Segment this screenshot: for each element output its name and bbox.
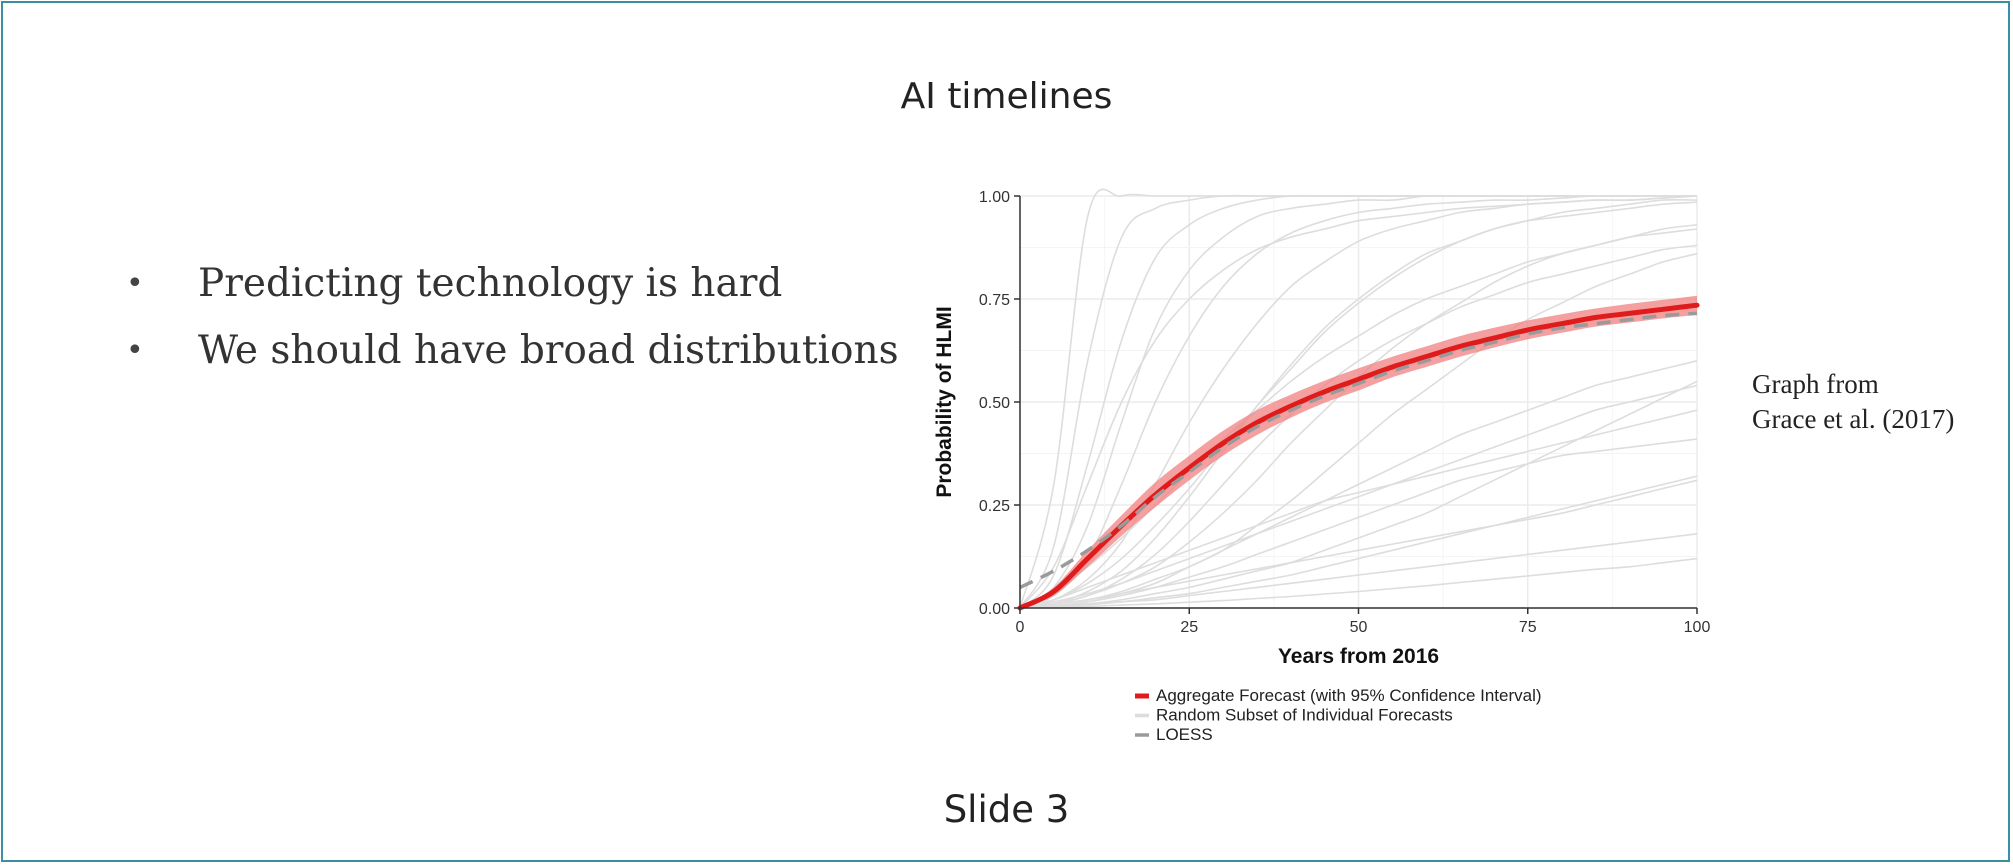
bullet-item: • Predicting technology is hard bbox=[126, 255, 899, 322]
source-line: Grace et al. (2017) bbox=[1752, 404, 1955, 434]
y-tick-label: 1.00 bbox=[979, 189, 1010, 206]
individual-forecast-line bbox=[1019, 557, 1698, 609]
individual-forecast-line bbox=[1019, 244, 1698, 609]
individual-forecast-line bbox=[1019, 360, 1698, 609]
individual-forecast-line bbox=[1019, 384, 1698, 609]
y-tick-label: 0.00 bbox=[979, 601, 1010, 618]
aggregate-forecast-line bbox=[1017, 302, 1700, 611]
bullet-item: • We should have broad distributions bbox=[126, 322, 899, 389]
bullet-marker: • bbox=[126, 333, 144, 368]
hlmi-chart: 0.00 0.25 0.50 0.75 1.00 0 25 50 75 100 Years from… bbox=[933, 188, 1711, 744]
y-tick-label: 0.75 bbox=[979, 292, 1010, 309]
legend-label: LOESS bbox=[1156, 725, 1213, 744]
x-tick-label: 25 bbox=[1180, 619, 1198, 636]
individual-forecast-line bbox=[1019, 380, 1698, 609]
y-axis-title: Probability of HLMI bbox=[933, 306, 956, 497]
individual-forecast-line bbox=[1019, 194, 1697, 609]
slide-number: Slide 3 bbox=[943, 788, 1070, 831]
individual-forecast-line bbox=[1019, 479, 1698, 609]
bullet-list: • Predicting technology is hard • We sho… bbox=[126, 255, 899, 389]
legend-label: Aggregate Forecast (with 95% Confidence … bbox=[1156, 686, 1542, 705]
individual-forecast-line bbox=[1019, 409, 1698, 609]
x-tick-label: 0 bbox=[1016, 619, 1025, 636]
y-tick-label: 0.25 bbox=[979, 498, 1010, 515]
individual-forecast-line bbox=[1019, 198, 1698, 609]
y-tick-label: 0.50 bbox=[979, 395, 1010, 412]
x-tick-label: 75 bbox=[1519, 619, 1537, 636]
slide-title: AI timelines bbox=[900, 76, 1113, 117]
bullet-marker: • bbox=[126, 266, 144, 301]
individual-forecast-line bbox=[1019, 228, 1698, 609]
individual-forecast-line bbox=[1019, 195, 1698, 609]
source-line: Graph from bbox=[1752, 369, 1879, 399]
individual-forecast-line bbox=[1019, 252, 1698, 609]
loess-line bbox=[1019, 311, 1698, 589]
x-tick-label: 50 bbox=[1350, 619, 1368, 636]
x-axis-title: Years from 2016 bbox=[1278, 645, 1439, 668]
legend-label: Random Subset of Individual Forecasts bbox=[1156, 706, 1453, 725]
individual-forecast-line bbox=[1019, 201, 1698, 609]
bullet-text: We should have broad distributions bbox=[198, 328, 899, 373]
graph-source: Graph from Grace et al. (2017) bbox=[1752, 367, 1954, 437]
bullet-text: Predicting technology is hard bbox=[198, 261, 783, 306]
x-tick-label: 100 bbox=[1684, 619, 1711, 636]
individual-forecast-line bbox=[1019, 195, 1697, 609]
individual-forecast-line bbox=[1019, 438, 1698, 609]
individual-forecast-line bbox=[1019, 533, 1698, 609]
